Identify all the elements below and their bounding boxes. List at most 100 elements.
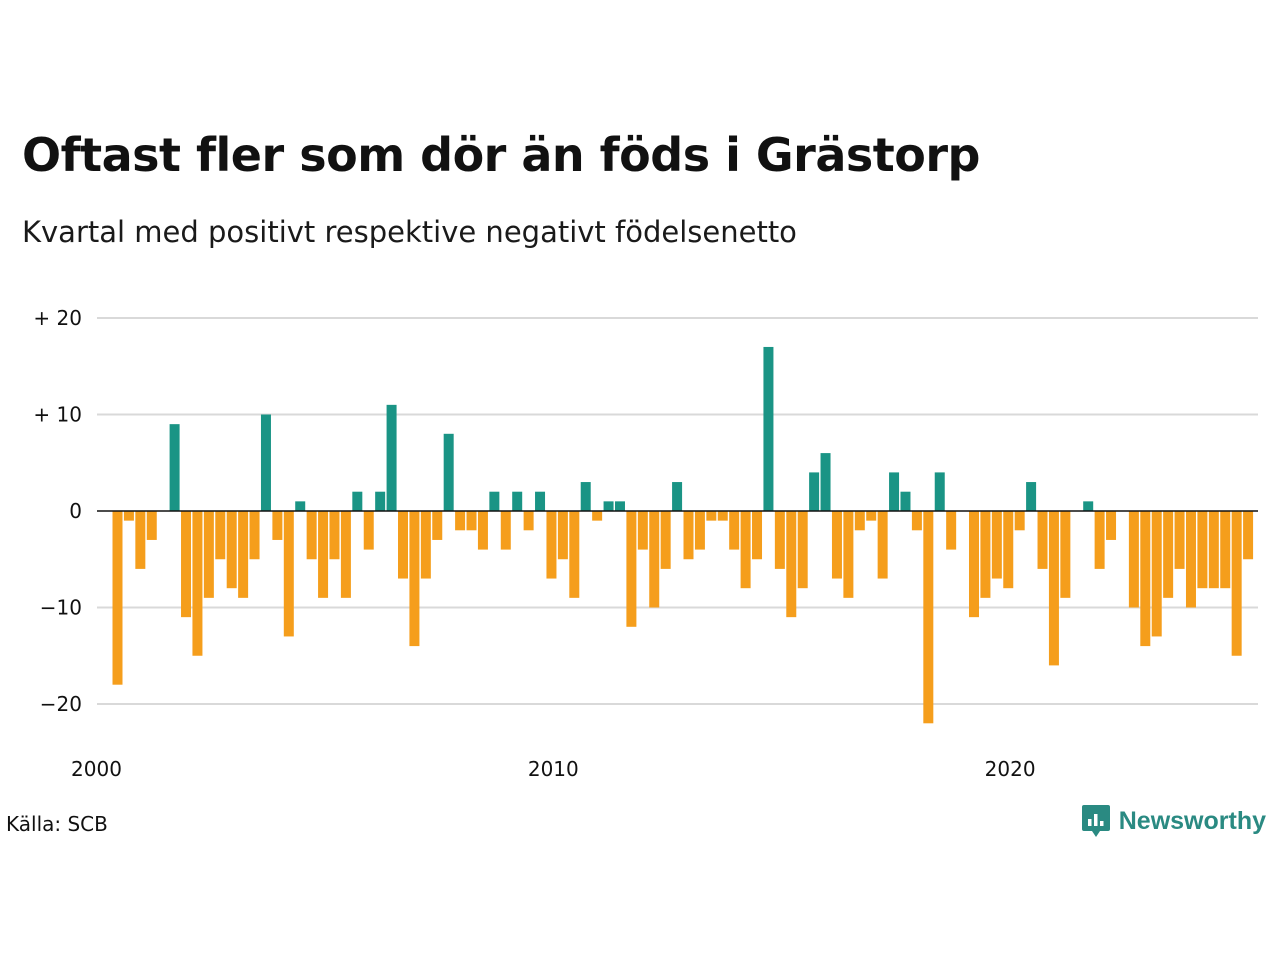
bar-chart-speech-bubble-icon xyxy=(1081,805,1110,837)
bar xyxy=(249,511,260,560)
y-tick-label: −10 xyxy=(40,596,82,620)
bar xyxy=(1243,511,1254,560)
bar xyxy=(614,501,625,511)
bar xyxy=(443,433,454,511)
bar xyxy=(1151,511,1162,637)
bar xyxy=(489,491,500,511)
axes: + 20 + 10 0 −10 −20 2000 2010 2020 xyxy=(33,306,1258,781)
bar xyxy=(375,491,386,511)
bar xyxy=(740,511,751,589)
bar xyxy=(329,511,340,560)
bar xyxy=(660,511,671,569)
bar xyxy=(592,511,603,521)
bar xyxy=(318,511,329,598)
bar xyxy=(797,511,808,589)
bar xyxy=(729,511,740,550)
bar xyxy=(1083,501,1094,511)
bar xyxy=(900,491,911,511)
bar xyxy=(854,511,865,531)
bar xyxy=(352,491,363,511)
x-tick-label: 2020 xyxy=(985,757,1036,781)
bar xyxy=(786,511,797,618)
bar xyxy=(192,511,203,656)
bar xyxy=(934,472,945,511)
bar xyxy=(466,511,477,531)
bar xyxy=(203,511,214,598)
bars xyxy=(112,346,1254,724)
bar xyxy=(1140,511,1151,647)
y-tick-label: −20 xyxy=(40,692,82,716)
bar xyxy=(1220,511,1231,589)
bar xyxy=(774,511,785,569)
bar xyxy=(363,511,374,550)
newsworthy-logo[interactable]: Newsworthy xyxy=(1081,804,1266,838)
bar xyxy=(1106,511,1117,540)
bar xyxy=(980,511,991,598)
bar xyxy=(135,511,146,569)
bar xyxy=(146,511,157,540)
bar xyxy=(295,501,306,511)
chart-title: Oftast fler som dör än föds i Grästorp xyxy=(22,128,980,182)
bar xyxy=(843,511,854,598)
bar xyxy=(820,453,831,511)
x-tick-label: 2010 xyxy=(528,757,579,781)
bar xyxy=(1231,511,1242,656)
bar xyxy=(649,511,660,608)
bar xyxy=(991,511,1002,579)
bar xyxy=(238,511,249,598)
chart-subtitle: Kvartal med positivt respektive negativt… xyxy=(22,215,797,249)
bar xyxy=(946,511,957,550)
x-tick-label: 2000 xyxy=(71,757,122,781)
bar xyxy=(683,511,694,560)
bar xyxy=(546,511,557,579)
bar xyxy=(831,511,842,579)
bar xyxy=(923,511,934,724)
bar xyxy=(580,482,591,511)
bar xyxy=(1094,511,1105,569)
bar xyxy=(215,511,226,560)
bar xyxy=(1128,511,1139,608)
bar xyxy=(1185,511,1196,608)
bar xyxy=(866,511,877,521)
bar xyxy=(717,511,728,521)
bar xyxy=(409,511,420,647)
bar xyxy=(603,501,614,511)
source-note: Källa: SCB xyxy=(6,812,108,836)
bar xyxy=(1014,511,1025,531)
bar xyxy=(432,511,443,540)
bar xyxy=(226,511,237,589)
bar-chart: + 20 + 10 0 −10 −20 2000 2010 2020 xyxy=(33,306,1258,781)
y-tick-label: 0 xyxy=(69,499,82,523)
bar xyxy=(455,511,466,531)
bar xyxy=(877,511,888,579)
bar xyxy=(523,511,534,531)
bar xyxy=(969,511,979,618)
bar xyxy=(500,511,511,550)
bar xyxy=(123,511,134,521)
bar xyxy=(535,491,546,511)
brand-name: Newsworthy xyxy=(1118,806,1266,835)
bar xyxy=(809,472,820,511)
bar xyxy=(260,414,271,511)
bar xyxy=(398,511,408,579)
bar xyxy=(512,491,523,511)
bar xyxy=(569,511,580,598)
bar xyxy=(1037,511,1048,569)
bar xyxy=(637,511,648,550)
y-tick-label: + 20 xyxy=(33,306,82,330)
bar xyxy=(340,511,351,598)
bar xyxy=(672,482,683,511)
y-tick-label: + 10 xyxy=(33,403,82,427)
bar xyxy=(386,404,397,511)
bar xyxy=(694,511,705,550)
bar xyxy=(1026,482,1037,511)
bar xyxy=(477,511,488,550)
bar xyxy=(1174,511,1185,569)
bar xyxy=(1197,511,1208,589)
bar xyxy=(1163,511,1174,598)
bar xyxy=(557,511,568,560)
bar xyxy=(889,472,900,511)
bar xyxy=(911,511,922,531)
bar xyxy=(706,511,717,521)
bar xyxy=(420,511,431,579)
